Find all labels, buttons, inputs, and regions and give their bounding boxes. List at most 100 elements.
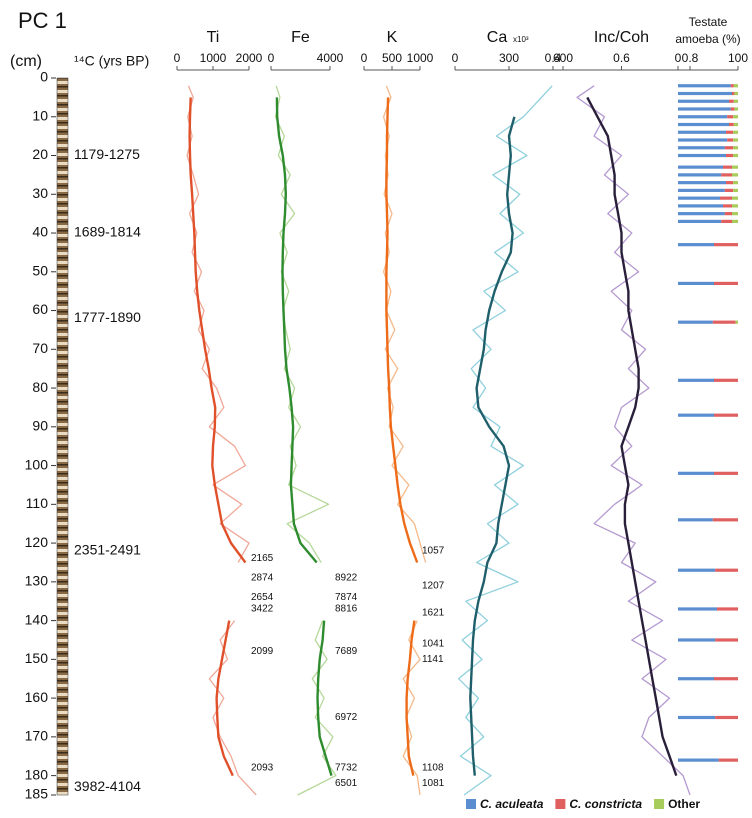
y-tick-label: 80 [32, 379, 48, 395]
y-tick-label: 70 [32, 340, 48, 356]
testate-bar [725, 189, 733, 192]
y-tick-label: 0 [40, 69, 48, 85]
y-tick-label: 40 [32, 224, 48, 240]
y-tick-label: 140 [25, 611, 49, 627]
testate-bar [734, 100, 738, 103]
age-label: 3982-4104 [74, 778, 141, 794]
x-tick-label: 4000 [317, 51, 344, 65]
smooth-line [386, 97, 417, 775]
testate-bar [714, 472, 738, 475]
testate-bar [732, 220, 738, 223]
testate-bar [714, 414, 738, 417]
y-tick-label: 130 [25, 573, 49, 589]
x-tick-label: 0.4 [545, 51, 562, 65]
x-tick-label: 0 [174, 51, 181, 65]
testate-bar [678, 379, 714, 382]
testate-bar [725, 146, 733, 149]
legend-label: C. constricta [569, 797, 642, 811]
panel-title: Inc/Coh [594, 29, 649, 46]
testate-bar [678, 569, 715, 572]
testate-bar [731, 107, 735, 110]
age-label: 1777-1890 [74, 309, 141, 325]
outlier-label: 8922 [335, 573, 358, 584]
testate-bar [678, 759, 719, 762]
testate-bar [733, 189, 738, 192]
legend-label: Other [668, 797, 700, 811]
outlier-label: 2654 [251, 592, 274, 603]
testate-bar [714, 282, 738, 285]
smooth-line [470, 117, 514, 776]
outlier-label: 1207 [422, 580, 445, 591]
testate-bar [678, 638, 715, 641]
smooth-line [587, 97, 676, 775]
testate-bar [734, 92, 738, 95]
panel-title: Fe [291, 29, 310, 46]
outlier-label: 2165 [251, 553, 274, 564]
testate-bar [733, 146, 738, 149]
x-tick-label: 0.6 [613, 51, 630, 65]
testate-bar [732, 92, 734, 95]
outlier-label: 6972 [335, 712, 358, 723]
outlier-label: 7874 [335, 592, 358, 603]
outlier-label: 1057 [422, 545, 445, 556]
outlier-label: 3422 [251, 604, 274, 615]
testate-bar [729, 100, 734, 103]
testate-bar [678, 123, 729, 126]
age-label: ¹⁴C (yrs BP) [74, 53, 149, 69]
smooth-line [277, 97, 332, 775]
smooth-line [190, 97, 246, 775]
y-tick-label: 30 [32, 185, 48, 201]
legend-swatch [555, 799, 565, 809]
testate-bar [678, 607, 717, 610]
testate-bar [714, 677, 738, 680]
testate-bar [733, 138, 738, 141]
x-tick-label: 0.8 [682, 51, 699, 65]
testate-bar [678, 154, 726, 157]
testate-bar [678, 197, 720, 200]
testate-bar [678, 84, 731, 87]
outlier-label: 1108 [422, 763, 444, 774]
age-label: 1689-1814 [74, 224, 141, 240]
raw-line [187, 86, 256, 795]
x-tick-label: 0 [361, 51, 368, 65]
panel-unit: x10³ [513, 35, 529, 44]
testate-bar [727, 138, 733, 141]
testate-bar [678, 472, 714, 475]
legend-swatch [466, 799, 476, 809]
outlier-label: 7689 [335, 646, 358, 657]
raw-line [459, 86, 553, 795]
y-tick-label: 170 [25, 728, 49, 744]
y-tick-label: 120 [25, 534, 49, 550]
testate-bar [678, 212, 725, 215]
x-tick-label: 500 [382, 51, 402, 65]
testate-bar [725, 212, 732, 215]
age-label: 1179-1275 [74, 146, 140, 162]
y-tick-label: 150 [25, 650, 49, 666]
testate-bar [715, 638, 738, 641]
chart-title: PC 1 [18, 8, 67, 33]
testate-bar [717, 607, 738, 610]
y-tick-label: 110 [26, 495, 49, 511]
outlier-label: 1141 [422, 654, 444, 665]
testate-bar [678, 138, 727, 141]
testate-bar [734, 123, 738, 126]
y-tick-label: 185 [25, 786, 49, 802]
testate-bar [733, 131, 738, 134]
outlier-label: 1041 [422, 638, 445, 649]
panel-title: Testate [689, 15, 728, 29]
testate-bar [678, 181, 726, 184]
outlier-label: 2874 [251, 573, 274, 584]
testate-bar [723, 204, 732, 207]
testate-bar [732, 197, 738, 200]
testate-bar [678, 716, 715, 719]
testate-bar [678, 518, 713, 521]
x-tick-label: 1000 [200, 51, 227, 65]
outlier-label: 1621 [422, 607, 445, 618]
testate-bar [678, 204, 723, 207]
testate-bar [731, 84, 734, 87]
raw-line [577, 86, 690, 795]
testate-bar [678, 92, 732, 95]
testate-bar [726, 131, 733, 134]
x-tick-label: 0 [268, 51, 275, 65]
testate-bar [678, 321, 713, 324]
